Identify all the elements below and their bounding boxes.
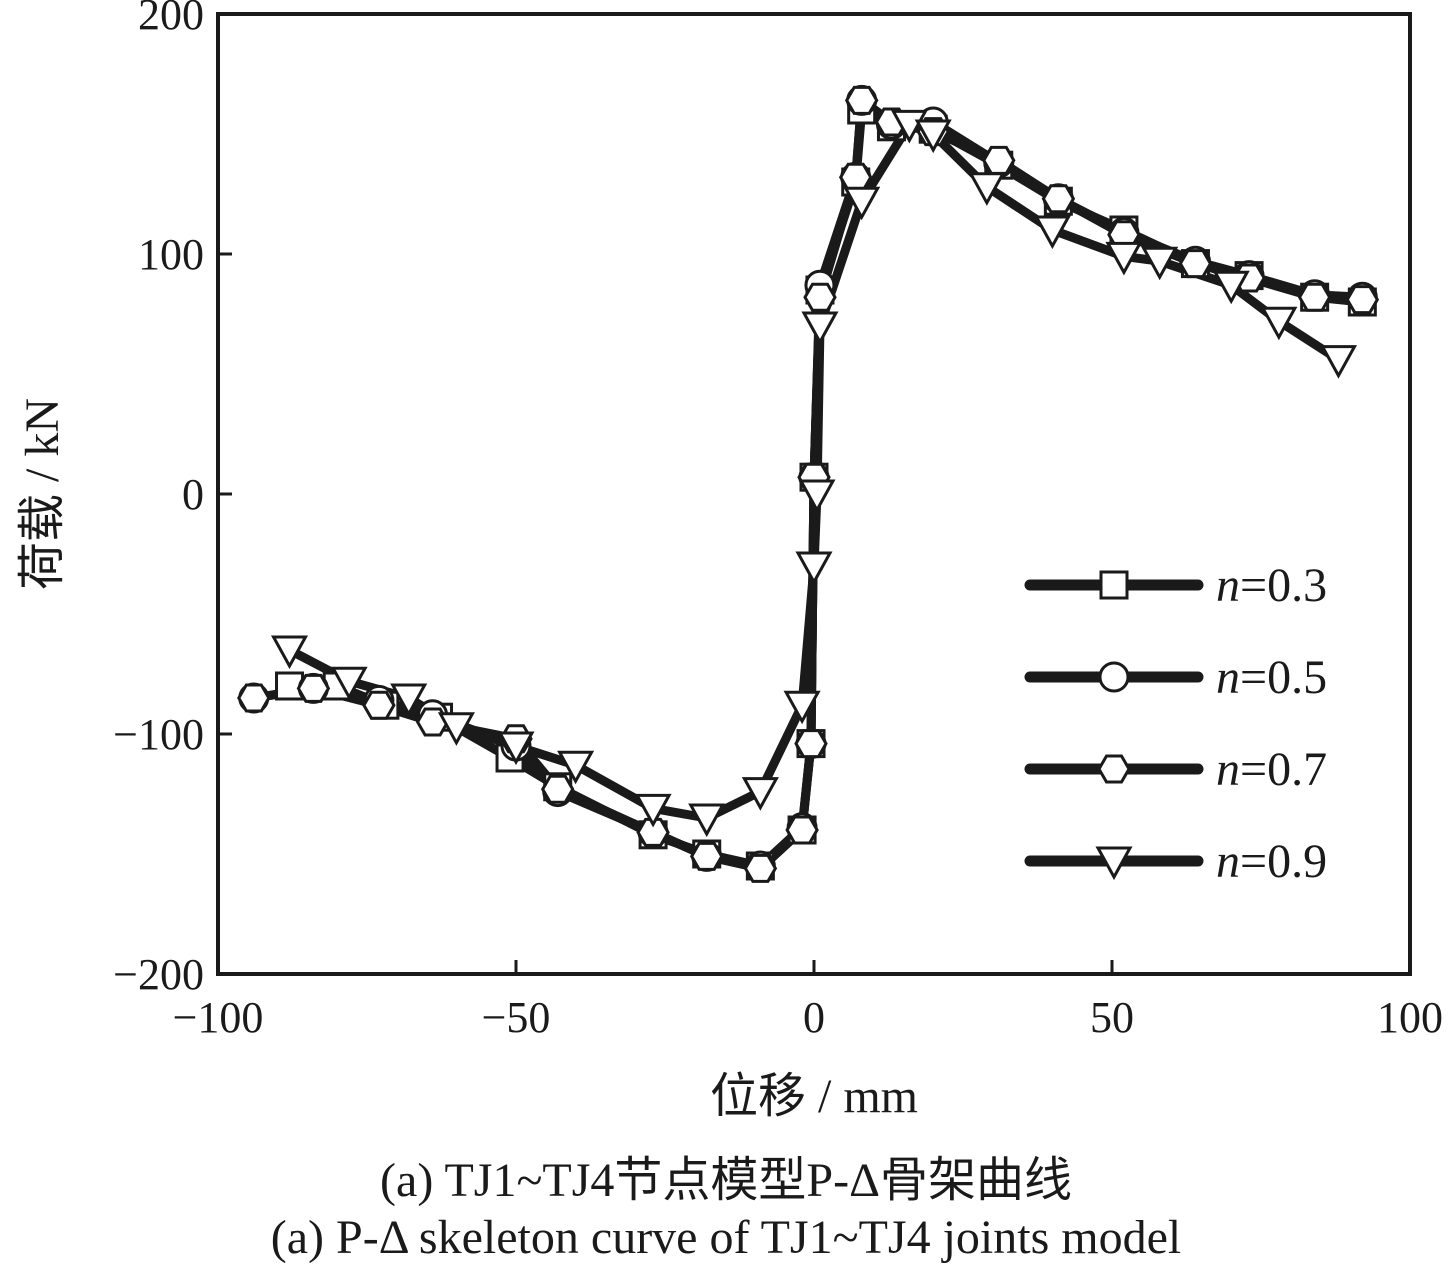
data-point xyxy=(330,666,368,701)
data-point xyxy=(390,683,428,718)
series-markers-n=0.9 xyxy=(270,109,1358,838)
data-point xyxy=(1212,270,1250,305)
data-point xyxy=(1297,282,1332,312)
legend-label: n=0.3 xyxy=(1216,559,1327,612)
data-point xyxy=(688,803,726,838)
data-point xyxy=(1033,215,1071,250)
legend: n=0.3 n=0.5 n=0.7 n=0.9 xyxy=(1024,559,1327,888)
legend-entry: n=0.7 xyxy=(1024,743,1327,796)
data-point xyxy=(741,777,779,811)
data-point xyxy=(1345,285,1380,315)
data-point xyxy=(237,683,271,713)
data-point xyxy=(1141,246,1179,281)
data-point xyxy=(968,172,1006,206)
data-point xyxy=(1319,345,1358,379)
data-point xyxy=(795,551,833,586)
data-point xyxy=(362,690,396,720)
y-axis-label: 荷载 / kN xyxy=(16,398,69,590)
data-point xyxy=(838,162,873,192)
data-point xyxy=(1105,241,1143,276)
data-point xyxy=(1260,306,1298,341)
data-point xyxy=(1041,184,1076,214)
data-point xyxy=(914,119,952,154)
y-tick-label: −100 xyxy=(113,710,204,759)
x-tick-label: 0 xyxy=(803,993,825,1042)
data-point xyxy=(437,712,475,746)
data-point xyxy=(636,817,670,847)
data-point xyxy=(557,750,595,785)
legend-entry: n=0.3 xyxy=(1024,559,1327,612)
x-tick-label: 100 xyxy=(1377,993,1443,1042)
y-tick-label: 0 xyxy=(182,470,204,519)
data-point xyxy=(794,729,828,759)
legend-label: n=0.7 xyxy=(1216,743,1327,796)
data-point xyxy=(296,673,331,703)
data-point xyxy=(803,282,837,312)
data-point xyxy=(689,841,724,871)
y-tick-label: 100 xyxy=(138,230,204,279)
legend-marker xyxy=(1098,661,1130,693)
caption-english: (a) P-Δ skeleton curve of TJ1~TJ4 joints… xyxy=(270,1211,1182,1264)
data-point xyxy=(801,311,839,346)
data-point xyxy=(798,479,836,514)
data-point xyxy=(982,145,1016,175)
legend-label: n=0.9 xyxy=(1216,835,1327,888)
series-layer xyxy=(237,84,1380,883)
data-point xyxy=(270,635,309,670)
data-point xyxy=(743,853,778,883)
x-tick-label: −50 xyxy=(482,993,551,1042)
series-markers-n=0.7 xyxy=(237,85,1380,883)
legend-marker xyxy=(1099,570,1129,600)
data-point xyxy=(844,85,879,115)
x-tick-label: 50 xyxy=(1090,993,1134,1042)
legend-entry: n=0.9 xyxy=(1024,835,1327,888)
x-tick-label: −100 xyxy=(173,993,264,1042)
data-point xyxy=(843,186,881,221)
legend-entry: n=0.5 xyxy=(1024,651,1327,704)
data-point xyxy=(540,774,575,804)
data-point xyxy=(890,109,928,144)
y-tick-label: 200 xyxy=(138,0,204,39)
y-tick-label: −200 xyxy=(113,950,204,999)
data-point xyxy=(785,815,819,845)
data-point xyxy=(497,731,535,766)
legend-label: n=0.5 xyxy=(1216,651,1327,704)
legend-marker xyxy=(1095,846,1133,881)
data-point xyxy=(1178,249,1213,279)
data-point xyxy=(783,690,821,725)
x-axis-label: 位移 / mm xyxy=(710,1070,918,1123)
legend-marker xyxy=(1097,754,1131,784)
data-point xyxy=(634,793,672,828)
caption-chinese: (a) TJ1~TJ4节点模型P-Δ骨架曲线 xyxy=(380,1154,1072,1207)
